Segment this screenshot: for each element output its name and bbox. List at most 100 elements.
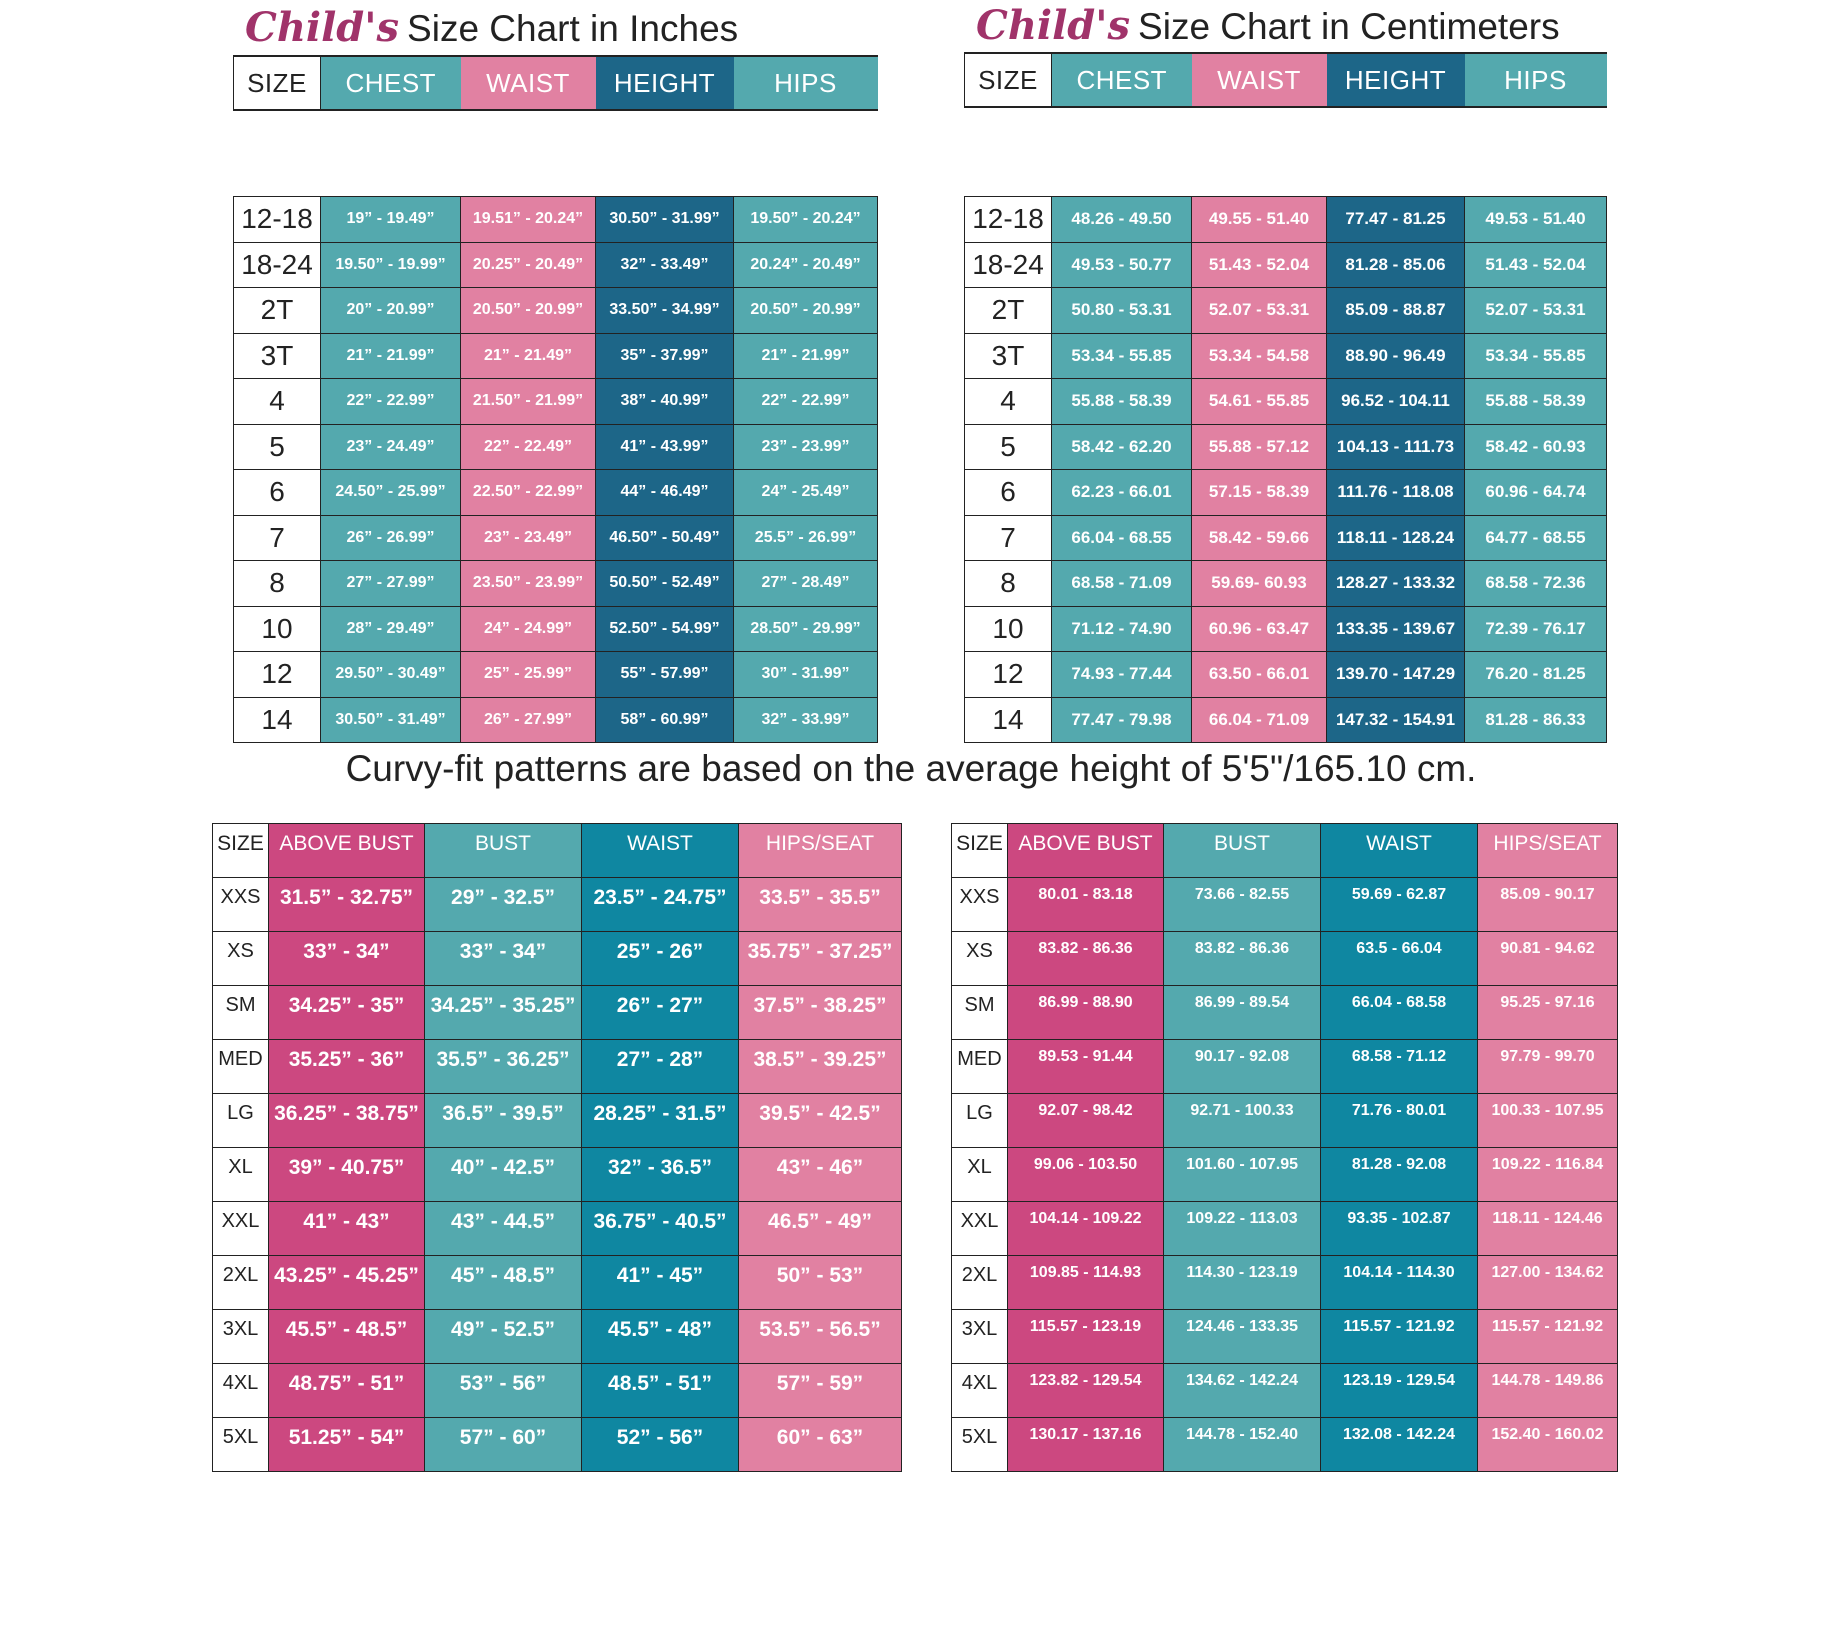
measurement-cell: 101.60 - 107.95 [1163,1147,1321,1202]
measurement-cell: 21” - 21.99” [733,332,878,379]
size-cell: XL [951,1147,1008,1202]
measurement-cell: 35.25” - 36” [268,1039,425,1094]
size-cell: 18-24 [964,241,1052,288]
measurement-cell: 74.93 - 77.44 [1051,651,1192,698]
size-cell: 10 [964,605,1052,652]
measurement-cell: 51.43 - 52.04 [1191,241,1327,288]
size-cell: 8 [233,560,321,607]
header-size: SIZE [233,55,321,111]
table-row: 12-18 19” - 19.49” 19.51” - 20.24” 30.50” -… [233,196,878,243]
measurement-cell: 123.19 - 129.54 [1320,1363,1478,1418]
measurement-cell: 60.96 - 63.47 [1191,605,1327,652]
measurement-cell: 27” - 28.49” [733,560,878,607]
measurement-cell: 49” - 52.5” [424,1309,582,1364]
measurement-cell: 81.28 - 92.08 [1320,1147,1478,1202]
table-row: 4XL 48.75” - 51” 53” - 56” 48.5” - 51” 57” -… [212,1363,902,1418]
measurement-cell: 55.88 - 58.39 [1464,378,1607,425]
table-row: 5XL 130.17 - 137.16 144.78 - 152.40 132.08 … [951,1417,1618,1472]
measurement-cell: 53.34 - 54.58 [1191,332,1327,379]
table-row: SM 86.99 - 88.90 86.99 - 89.54 66.04 - 68.5… [951,985,1618,1040]
measurement-cell: 33.5” - 35.5” [738,877,902,932]
measurement-cell: 144.78 - 149.86 [1477,1363,1618,1418]
measurement-cell: 58.42 - 60.93 [1464,423,1607,470]
measurement-cell: 58.42 - 59.66 [1191,514,1327,561]
child-inches-title: Child's Size Chart in Inches [245,8,738,48]
table-row: XL 39” - 40.75” 40” - 42.5” 32” - 36.5” 43” … [212,1147,902,1202]
header-cell: ABOVE BUST [268,823,425,878]
measurement-cell: 27” - 28” [581,1039,739,1094]
table-row: XXL 41” - 43” 43” - 44.5” 36.75” - 40.5” 46.… [212,1201,902,1256]
measurement-cell: 46.50” - 50.49” [595,514,734,561]
measurement-cell: 55.88 - 58.39 [1051,378,1192,425]
size-cell: XXL [212,1201,269,1256]
measurement-cell: 41” - 43” [268,1201,425,1256]
measurement-cell: 64.77 - 68.55 [1464,514,1607,561]
size-cell: 5 [233,423,321,470]
measurement-cell: 45.5” - 48.5” [268,1309,425,1364]
measurement-cell: 118.11 - 124.46 [1477,1201,1618,1256]
measurement-cell: 53.5” - 56.5” [738,1309,902,1364]
size-cell: 12-18 [233,196,321,243]
header-size: SIZE [964,52,1052,108]
measurement-cell: 99.06 - 103.50 [1007,1147,1164,1202]
measurement-cell: 59.69- 60.93 [1191,560,1327,607]
table-row: LG 92.07 - 98.42 92.71 - 100.33 71.76 - 80.… [951,1093,1618,1148]
measurement-cell: 24.50” - 25.99” [320,469,461,516]
measurement-cell: 21” - 21.99” [320,332,461,379]
size-cell: MED [951,1039,1008,1094]
measurement-cell: 21” - 21.49” [460,332,596,379]
measurement-cell: 38.5” - 39.25” [738,1039,902,1094]
size-cell: 5 [964,423,1052,470]
measurement-cell: 57.15 - 58.39 [1191,469,1327,516]
child-cm-header: SIZE CHEST WAIST HEIGHT HIPS [964,52,1607,108]
size-cell: MED [212,1039,269,1094]
table-row: 12 29.50” - 30.49” 25” - 25.99” 55” - 57.99… [233,651,878,698]
measurement-cell: 123.82 - 129.54 [1007,1363,1164,1418]
measurement-cell: 29” - 32.5” [424,877,582,932]
measurement-cell: 133.35 - 139.67 [1326,605,1465,652]
header-chest: CHEST [320,55,461,111]
measurement-cell: 55.88 - 57.12 [1191,423,1327,470]
header-cell: WAIST [1320,823,1478,878]
table-row: 5XL 51.25” - 54” 57” - 60” 52” - 56” 60” - 6… [212,1417,902,1472]
measurement-cell: 31.5” - 32.75” [268,877,425,932]
measurement-cell: 52.07 - 53.31 [1191,287,1327,334]
measurement-cell: 25” - 26” [581,931,739,986]
table-row: MED 89.53 - 91.44 90.17 - 92.08 68.58 - 71.… [951,1039,1618,1094]
measurement-cell: 22.50” - 22.99” [460,469,596,516]
measurement-cell: 52.50” - 54.99” [595,605,734,652]
measurement-cell: 115.57 - 121.92 [1477,1309,1618,1364]
measurement-cell: 40” - 42.5” [424,1147,582,1202]
measurement-cell: 45.5” - 48” [581,1309,739,1364]
header-cell: HIPS/SEAT [738,823,902,878]
measurement-cell: 128.27 - 133.32 [1326,560,1465,607]
size-cell: 4 [233,378,321,425]
table-row: 18-24 19.50” - 19.99” 20.25” - 20.49” 32” -… [233,241,878,288]
table-row: 3XL 115.57 - 123.19 124.46 - 133.35 115.57 … [951,1309,1618,1364]
size-cell: SM [951,985,1008,1040]
measurement-cell: 127.00 - 134.62 [1477,1255,1618,1310]
measurement-cell: 52.07 - 53.31 [1464,287,1607,334]
table-row: XS 33” - 34” 33” - 34” 25” - 26” 35.75” - 37… [212,931,902,986]
measurement-cell: 32” - 33.49” [595,241,734,288]
size-cell: XS [951,931,1008,986]
measurement-cell: 30” - 31.99” [733,651,878,698]
measurement-cell: 20.24” - 20.49” [733,241,878,288]
measurement-cell: 77.47 - 79.98 [1051,696,1192,743]
measurement-cell: 76.20 - 81.25 [1464,651,1607,698]
measurement-cell: 39” - 40.75” [268,1147,425,1202]
measurement-cell: 24” - 24.99” [460,605,596,652]
measurement-cell: 66.04 - 68.58 [1320,985,1478,1040]
child-cm-title: Child's Size Chart in Centimeters [976,6,1560,46]
measurement-cell: 35.75” - 37.25” [738,931,902,986]
size-cell: 5XL [212,1417,269,1472]
size-cell: XXL [951,1201,1008,1256]
table-row: 2T 20” - 20.99” 20.50” - 20.99” 33.50” - 34… [233,287,878,334]
measurement-cell: 26” - 27” [581,985,739,1040]
measurement-cell: 35.5” - 36.25” [424,1039,582,1094]
measurement-cell: 20.50” - 20.99” [460,287,596,334]
measurement-cell: 48.26 - 49.50 [1051,196,1192,243]
measurement-cell: 109.85 - 114.93 [1007,1255,1164,1310]
measurement-cell: 90.17 - 92.08 [1163,1039,1321,1094]
title-script: Child's [245,4,400,51]
